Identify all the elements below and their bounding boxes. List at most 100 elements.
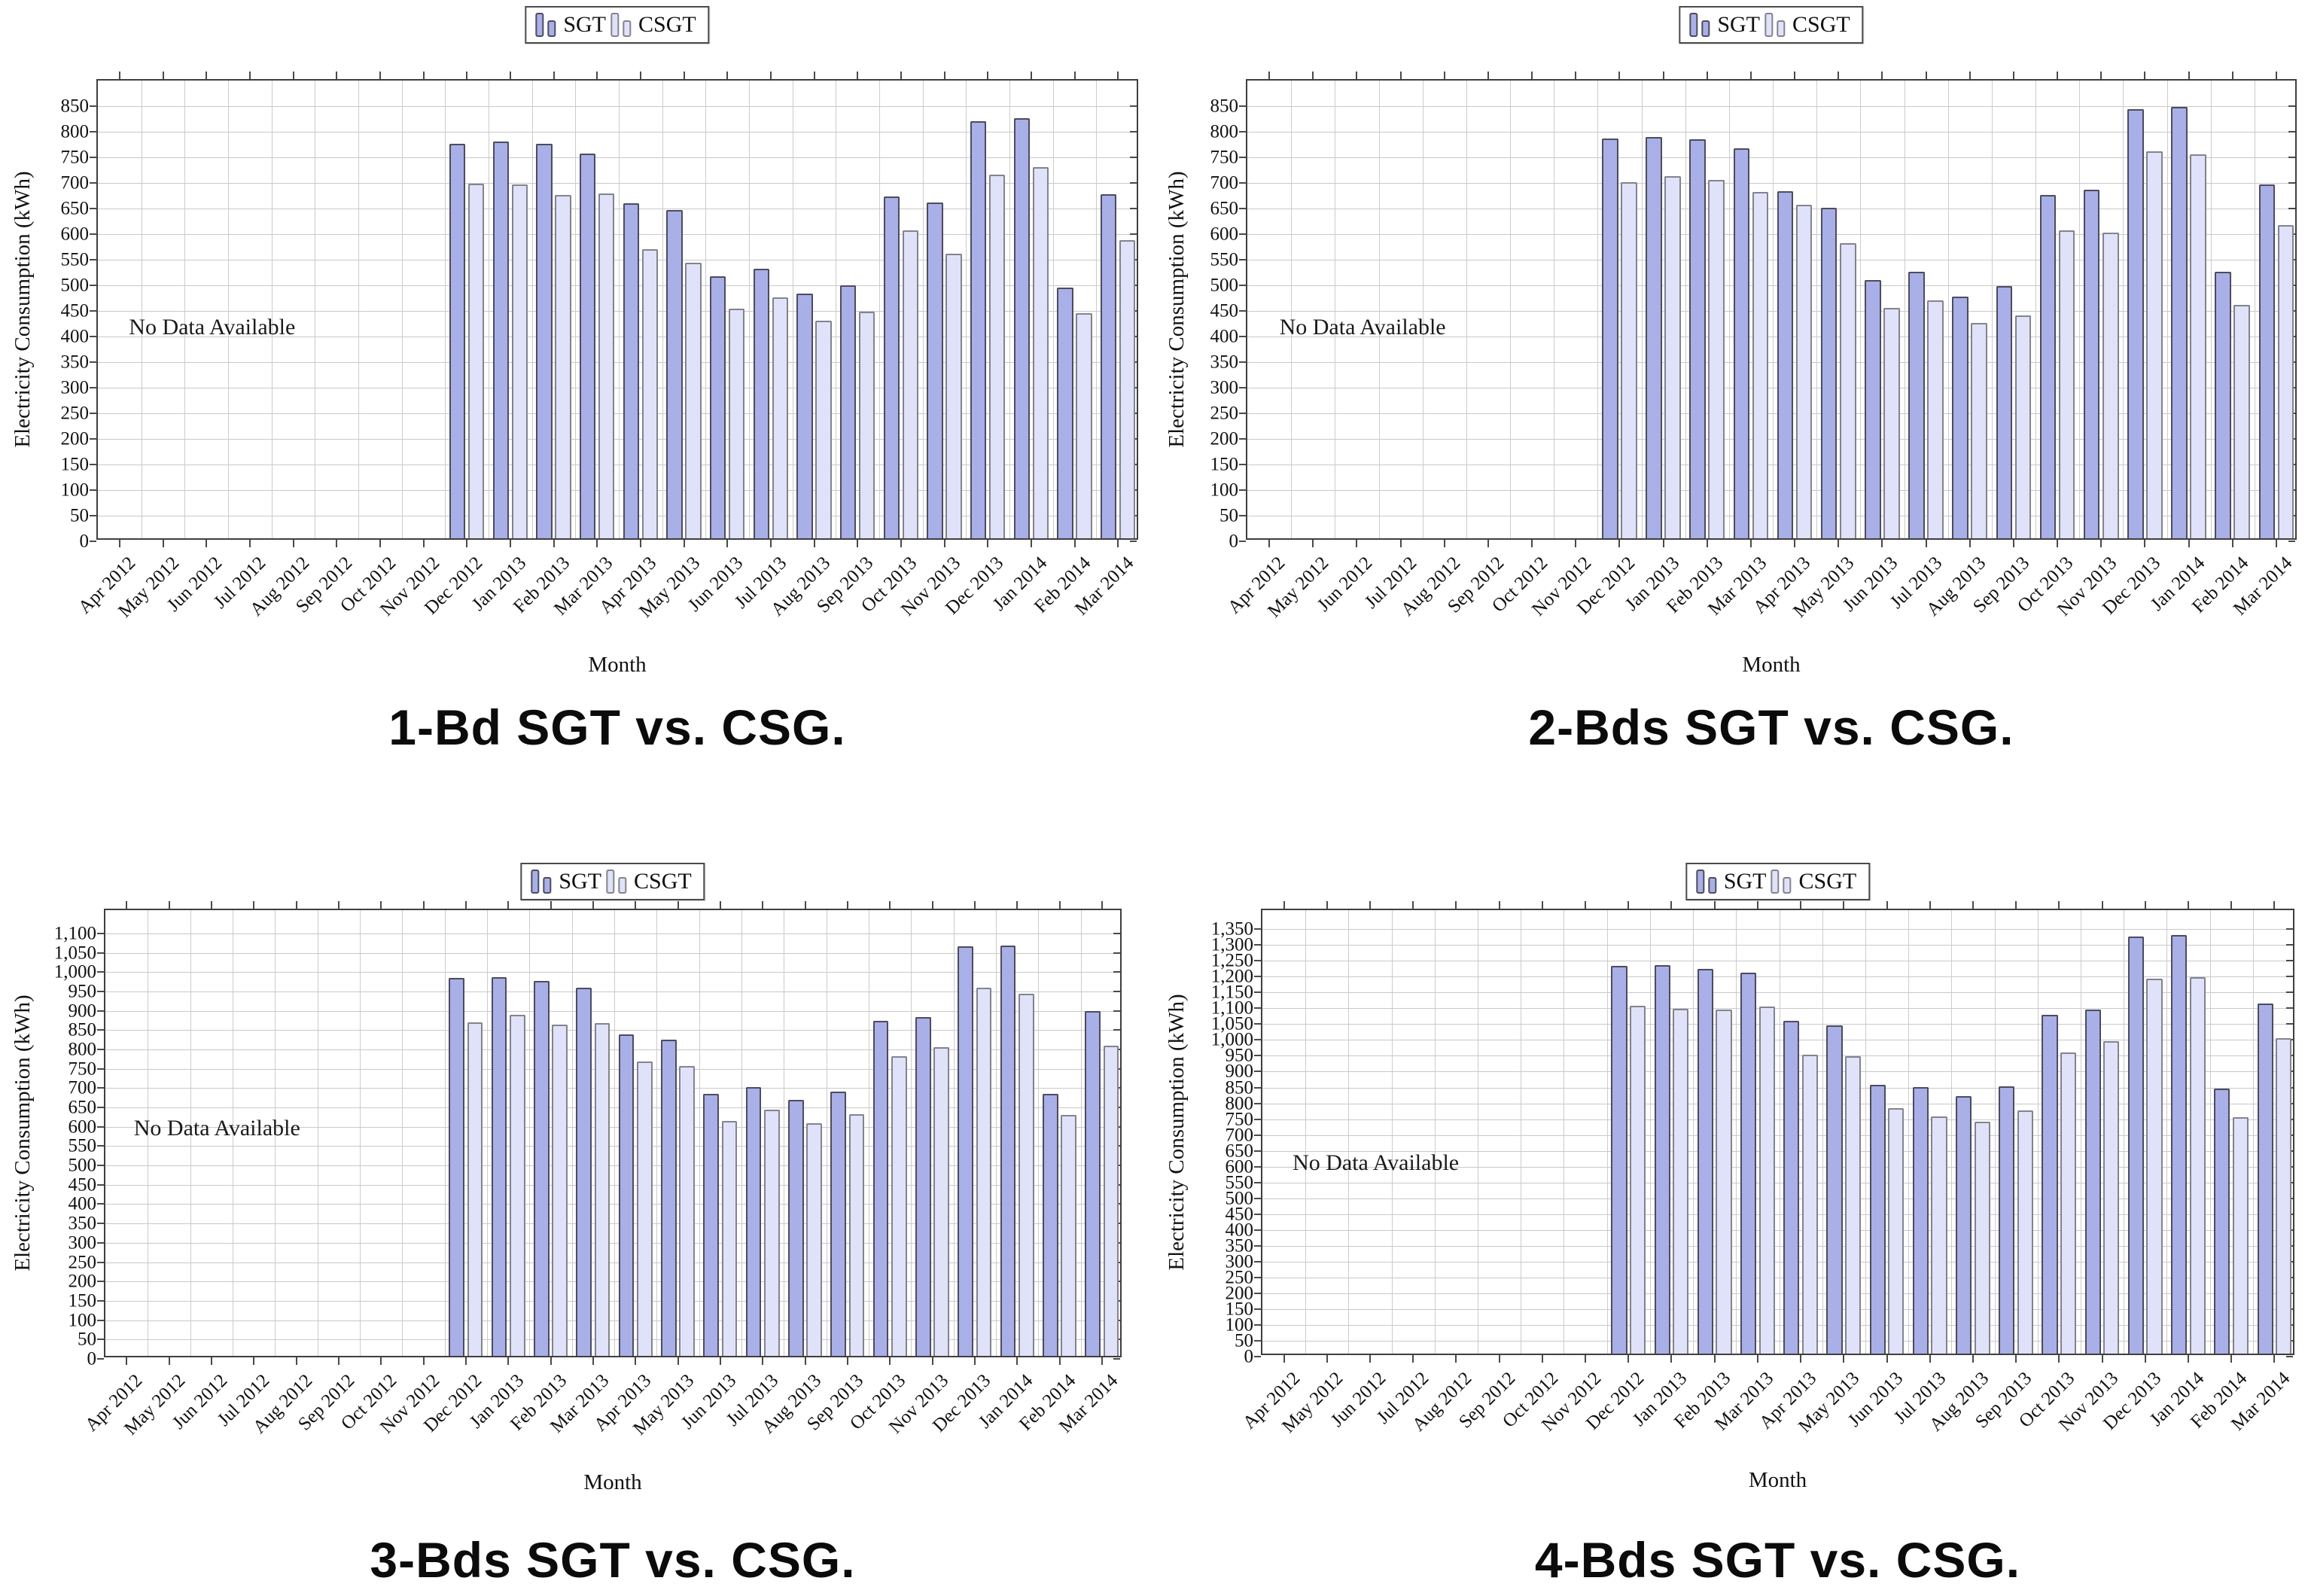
gridline-v	[2210, 81, 2212, 538]
gridline-v	[358, 81, 359, 538]
y-tick-label: 350	[1210, 352, 1239, 373]
y-tick	[2288, 131, 2295, 132]
x-tick-top	[677, 901, 679, 909]
gridline-v	[1994, 910, 1996, 1354]
gridline-v	[1378, 81, 1380, 538]
x-axis-label: Month	[1748, 1468, 1807, 1492]
y-tick	[97, 1241, 104, 1244]
y-tick	[1254, 976, 1261, 978]
gridline-v	[445, 81, 446, 538]
y-tick	[90, 285, 96, 286]
csgt-bar-aug-2013	[815, 321, 832, 538]
sgt-bar-dec-2013	[958, 946, 974, 1356]
y-tick-label: 250	[68, 1252, 97, 1273]
y-tick-label: 550	[1225, 1172, 1254, 1193]
sgt-bar-mar-2013	[1733, 148, 1750, 538]
x-tick-top	[206, 72, 208, 79]
x-tick-top	[1541, 901, 1543, 909]
x-tick-bottom	[2058, 1355, 2060, 1363]
x-tick-top	[596, 72, 598, 79]
y-tick	[97, 1281, 104, 1283]
y-tick-label: 300	[68, 1232, 97, 1253]
sgt-bar-dec-2013	[2127, 109, 2144, 538]
x-tick-top	[1627, 901, 1630, 909]
y-tick	[1254, 1213, 1261, 1215]
csgt-bar-feb-2014	[2232, 1117, 2249, 1354]
csgt-bar-apr-2013	[641, 248, 658, 538]
y-tick	[2286, 1007, 2293, 1010]
x-tick-top	[380, 901, 382, 909]
gridline-h	[105, 1068, 1120, 1070]
x-tick-bottom	[1283, 1355, 1285, 1363]
y-tick	[90, 464, 96, 465]
gridline-v	[741, 910, 742, 1356]
legend-label-csgt: CSGT	[634, 869, 692, 894]
sgt-legend-icon	[531, 870, 552, 894]
sgt-bar-dec-2012	[449, 978, 465, 1356]
x-tick-top	[1058, 901, 1061, 909]
x-tick-top	[719, 901, 721, 909]
gridline-h	[98, 362, 1137, 363]
gridline-v	[1860, 81, 1862, 538]
gridline-v	[1080, 910, 1082, 1356]
x-tick-bottom	[1356, 540, 1358, 547]
gridline-v	[1434, 910, 1436, 1354]
sgt-bar-sep-2013	[830, 1092, 847, 1356]
x-tick-top	[2188, 72, 2190, 79]
y-tick-label: 150	[68, 1290, 97, 1311]
y-tick	[97, 1048, 104, 1050]
csgt-bar-jan-2014	[2189, 977, 2206, 1354]
x-tick-top	[1016, 901, 1019, 909]
x-tick-bottom	[1312, 540, 1314, 547]
x-tick-top	[422, 72, 425, 79]
gridline-v	[1822, 910, 1823, 1354]
y-tick-label: 0	[79, 531, 90, 552]
no-data-annotation: No Data Available	[133, 1116, 300, 1141]
y-tick-label: 1,300	[1210, 934, 1253, 955]
gridline-v	[966, 81, 967, 538]
y-tick	[1239, 387, 1246, 388]
sgt-bar-sep-2013	[1999, 1086, 2015, 1354]
gridline-v	[2252, 910, 2254, 1354]
gridline-v	[749, 81, 750, 538]
y-tick-label: 500	[60, 275, 90, 296]
y-tick	[2288, 157, 2295, 158]
x-tick-top	[1585, 901, 1587, 909]
x-tick-top	[1749, 72, 1752, 79]
gridline-h	[105, 1049, 1120, 1050]
y-tick	[90, 438, 96, 440]
x-tick-bottom	[683, 540, 685, 547]
y-tick	[90, 131, 96, 132]
y-tick	[90, 541, 96, 542]
gridline-h	[1262, 929, 2293, 930]
y-tick-label: 150	[1210, 454, 1239, 475]
x-tick-bottom	[1843, 1355, 1845, 1363]
x-tick-bottom	[168, 1357, 170, 1365]
y-tick	[1254, 991, 1261, 994]
x-tick-bottom	[2273, 1355, 2276, 1363]
y-tick	[90, 310, 96, 312]
gridline-h	[1262, 1055, 2293, 1057]
gridline-h	[98, 234, 1137, 235]
x-tick-bottom	[2275, 540, 2277, 547]
y-tick-label: 1,050	[1210, 1013, 1253, 1034]
x-tick-bottom	[900, 540, 902, 547]
gridline-v	[705, 81, 707, 538]
x-tick-top	[210, 901, 212, 909]
y-tick	[1254, 1197, 1261, 1199]
y-tick	[97, 971, 104, 973]
gridline-h	[98, 490, 1137, 491]
y-tick	[97, 1203, 104, 1205]
y-tick	[1254, 1276, 1261, 1278]
y-tick-label: 700	[1210, 172, 1239, 193]
gridline-h	[105, 1165, 1120, 1167]
y-tick-label: 1,350	[1210, 918, 1253, 940]
sgt-bar-feb-2014	[2215, 272, 2231, 538]
sgt-bar-feb-2013	[533, 980, 550, 1356]
gridline-v	[1773, 81, 1774, 538]
y-tick	[97, 1010, 104, 1012]
gridline-v	[184, 81, 186, 538]
chart-panel-1bd: SGT CSGT Electricity Consumption (kWh) N…	[0, 0, 1154, 798]
x-tick-bottom	[943, 540, 945, 547]
x-tick-bottom	[1662, 540, 1664, 547]
